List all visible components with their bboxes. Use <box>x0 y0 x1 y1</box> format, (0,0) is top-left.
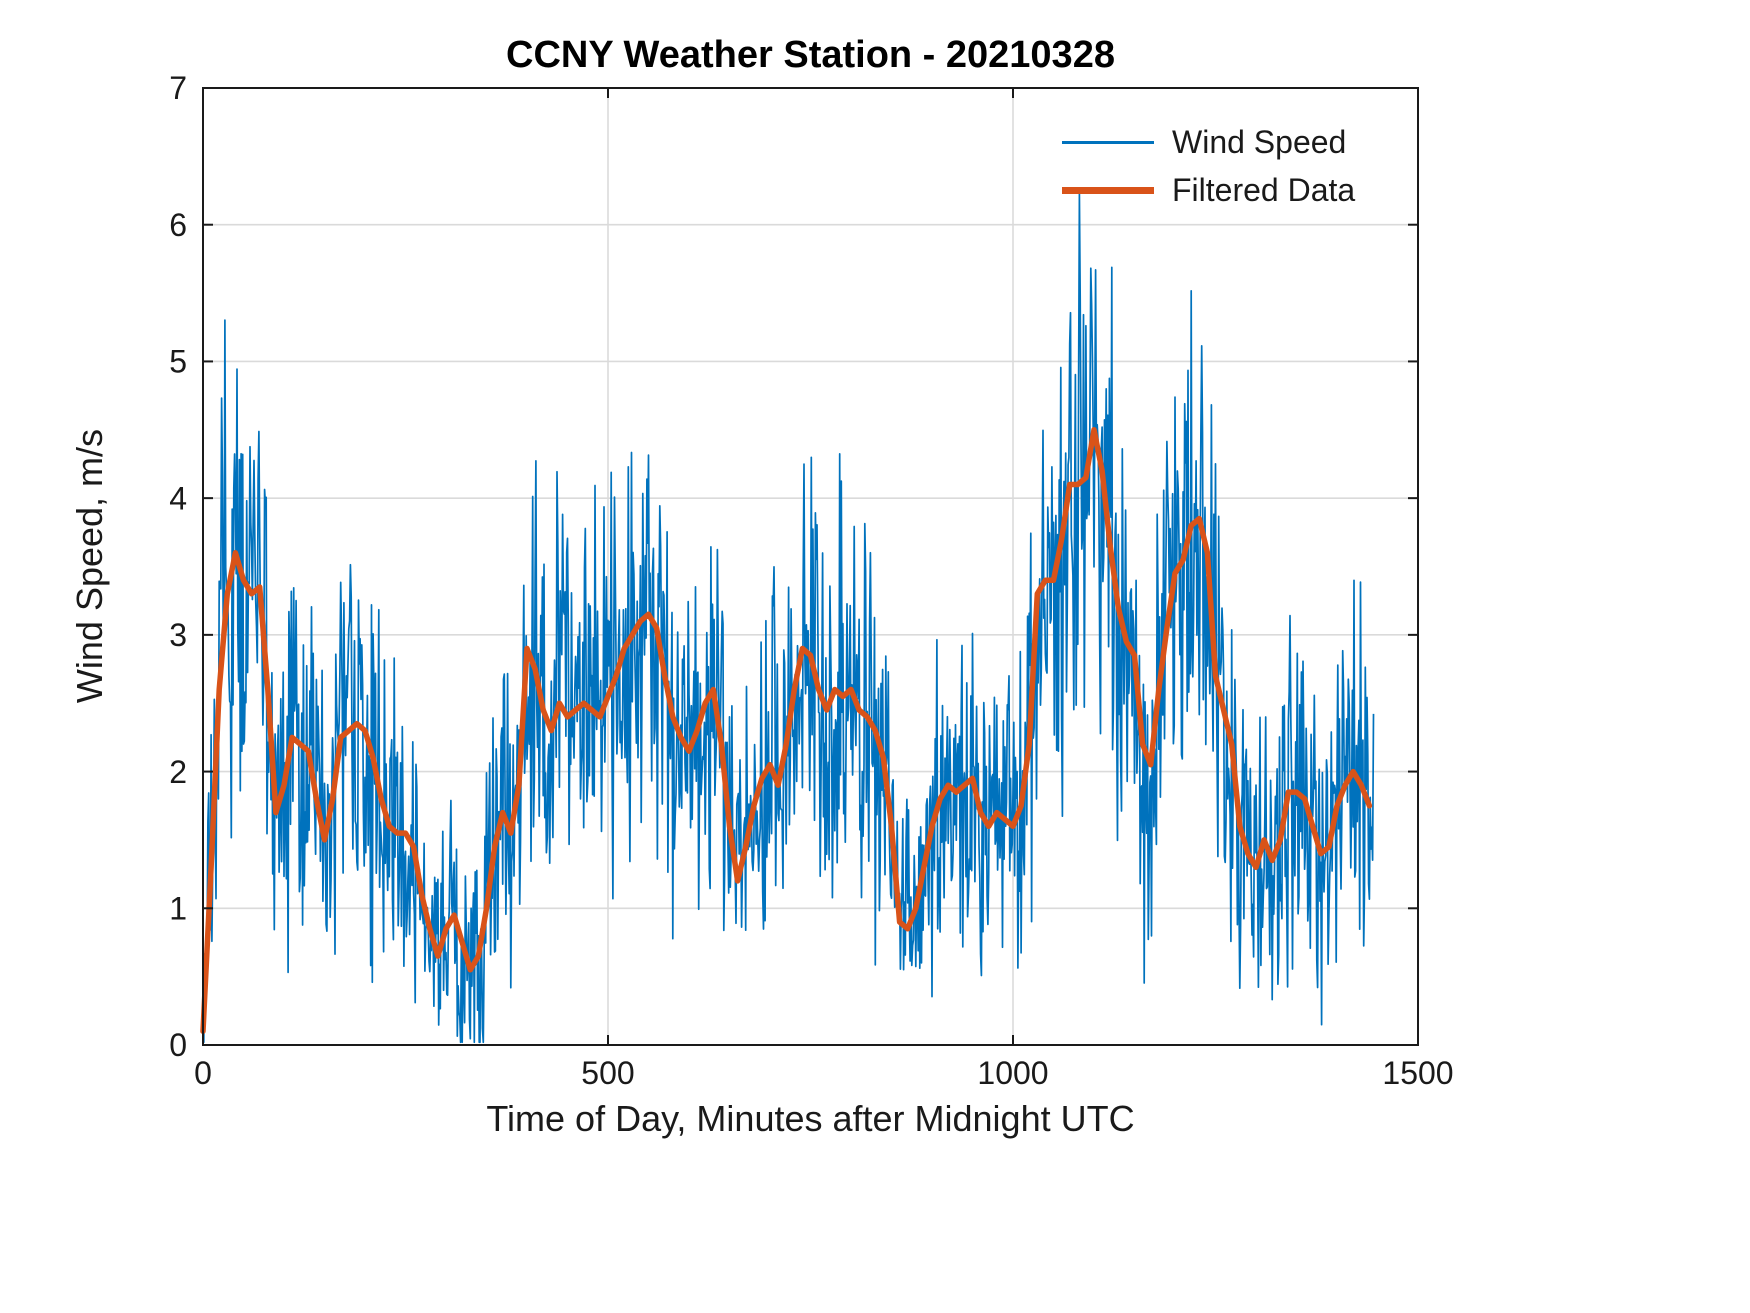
wind-speed-line-swatch <box>1062 140 1154 144</box>
x-tick-label: 1500 <box>1382 1055 1453 1091</box>
filtered-data-line <box>200 427 1373 1035</box>
y-tick-label: 5 <box>169 344 187 380</box>
legend-label-filtered-data: Filtered Data <box>1172 171 1356 208</box>
y-tick-label: 1 <box>169 890 187 926</box>
axes-box <box>202 87 1419 1046</box>
legend-item-filtered-data: Filtered Data <box>1062 166 1355 214</box>
filtered-data-line-swatch <box>1062 186 1154 194</box>
y-tick-label: 2 <box>169 754 187 790</box>
y-axis-label: Wind Speed, m/s <box>69 428 110 704</box>
y-tick-label: 3 <box>169 617 187 653</box>
y-tick-label: 4 <box>169 480 187 516</box>
chart-title: CCNY Weather Station - 20210328 <box>506 34 1115 76</box>
legend: Wind Speed Filtered Data <box>1062 118 1355 214</box>
x-tick-label: 1000 <box>977 1055 1048 1091</box>
legend-item-wind-speed: Wind Speed <box>1062 118 1355 166</box>
y-tick-label: 6 <box>169 207 187 243</box>
y-tick-label: 0 <box>169 1027 187 1063</box>
x-tick-label: 0 <box>194 1055 212 1091</box>
x-axis-label: Time of Day, Minutes after Midnight UTC <box>486 1098 1135 1139</box>
wind-speed-line <box>202 193 1375 1044</box>
legend-label-wind-speed: Wind Speed <box>1172 123 1347 160</box>
x-tick-label: 500 <box>581 1055 634 1091</box>
y-tick-label: 7 <box>169 70 187 106</box>
